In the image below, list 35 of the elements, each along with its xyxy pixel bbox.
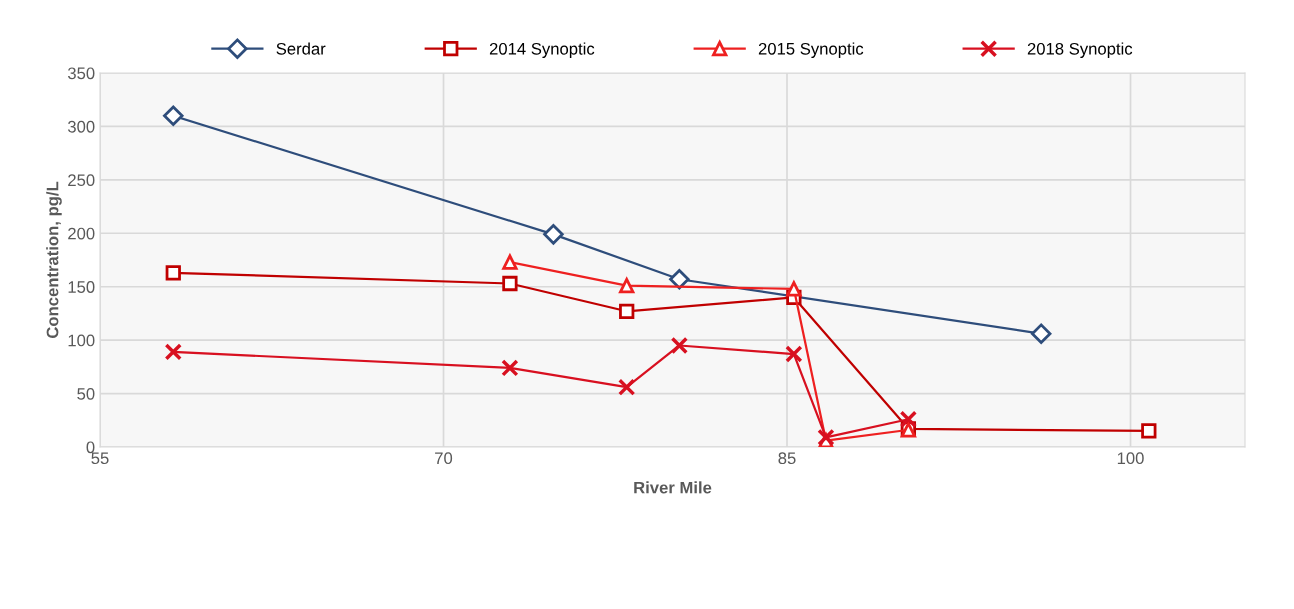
y-tick-label: 200 — [68, 227, 95, 240]
point — [502, 275, 518, 292]
point — [669, 269, 690, 290]
point — [785, 345, 803, 363]
y-tick-label: 100 — [68, 334, 95, 347]
point — [1141, 423, 1157, 439]
point — [543, 224, 564, 245]
y-tick-label: 350 — [67, 67, 95, 80]
point — [618, 378, 636, 396]
x-tick-label: 100 — [1117, 452, 1144, 465]
y-tick-label: 150 — [68, 281, 95, 293]
legend-label: 2014 Synoptic — [489, 42, 595, 58]
legend-label: Serdar — [276, 42, 326, 55]
point — [670, 336, 689, 355]
legend-label: 2015 Synoptic — [758, 42, 864, 58]
point — [1030, 323, 1052, 344]
point — [619, 278, 635, 294]
point — [786, 281, 802, 297]
point — [164, 343, 182, 361]
point — [163, 105, 184, 126]
point — [619, 303, 635, 319]
y-axis-title: Concentration, pg/L — [46, 181, 62, 339]
y-tick-label: 250 — [68, 174, 95, 187]
x-tick-label: 85 — [778, 452, 796, 465]
point — [899, 410, 918, 428]
x-tick-label: 70 — [435, 452, 453, 465]
point — [501, 359, 519, 377]
legend-label: 2018 Synoptic — [1027, 42, 1133, 58]
x-axis-title: River Mile — [634, 481, 712, 494]
y-tick-label: 50 — [77, 387, 95, 400]
point — [165, 265, 181, 281]
y-tick-label: 0 — [86, 441, 95, 454]
point — [502, 254, 518, 270]
x-tick-label: 55 — [91, 452, 109, 465]
y-tick-label: 300 — [67, 120, 95, 133]
